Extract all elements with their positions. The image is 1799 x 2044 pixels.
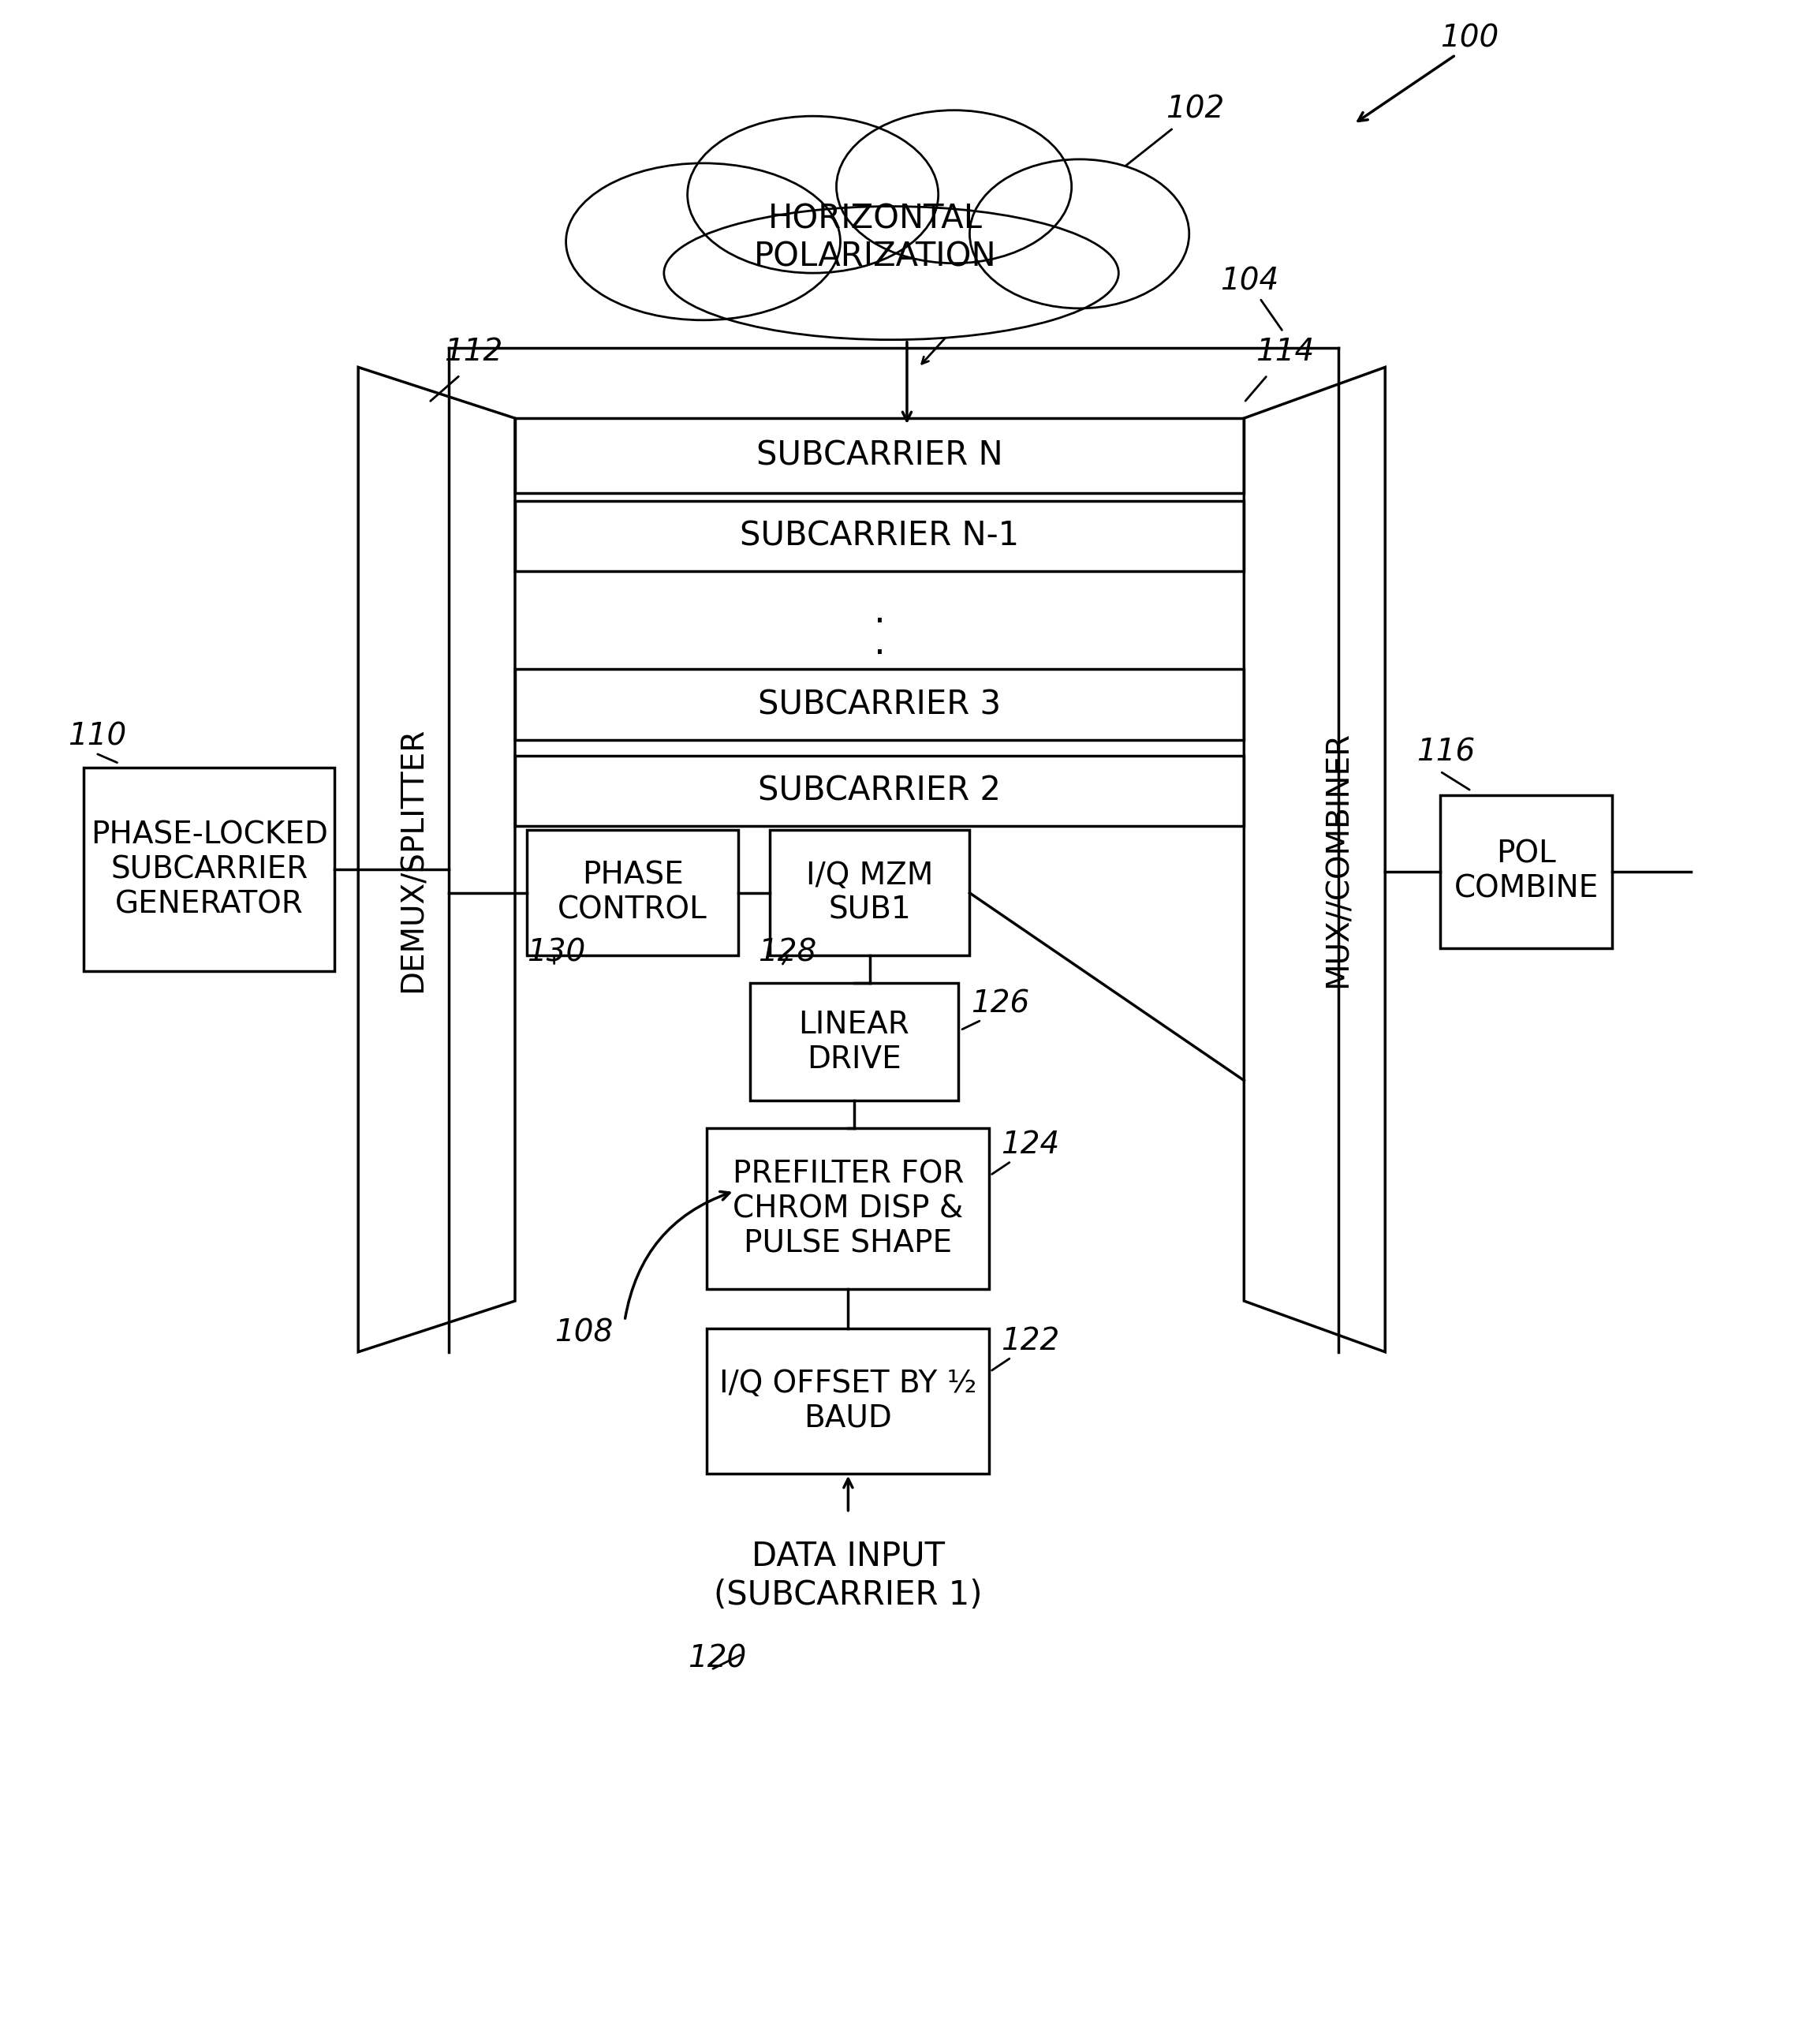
Text: LINEAR
DRIVE: LINEAR DRIVE <box>799 1010 910 1075</box>
Text: 120: 120 <box>687 1643 747 1674</box>
Text: SUBCARRIER 2: SUBCARRIER 2 <box>757 775 1000 807</box>
Text: DATA INPUT
(SUBCARRIER 1): DATA INPUT (SUBCARRIER 1) <box>714 1539 982 1611</box>
Text: SUBCARRIER 3: SUBCARRIER 3 <box>757 689 1000 722</box>
Text: 128: 128 <box>757 938 817 967</box>
Bar <box>707 1329 989 1474</box>
Text: 122: 122 <box>1000 1327 1060 1355</box>
Text: 108: 108 <box>554 1318 613 1349</box>
Text: 110: 110 <box>68 722 126 752</box>
Text: SUBCARRIER N-1: SUBCARRIER N-1 <box>739 519 1020 552</box>
Bar <box>85 766 335 971</box>
Text: HORIZONTAL
POLARIZATION: HORIZONTAL POLARIZATION <box>754 202 997 274</box>
Bar <box>515 419 1245 493</box>
Text: MUX//COMBINER: MUX//COMBINER <box>1322 732 1353 987</box>
Text: 116: 116 <box>1416 738 1475 766</box>
Bar <box>515 501 1245 570</box>
Text: 106: 106 <box>946 286 1004 317</box>
Text: .: . <box>874 625 885 662</box>
Ellipse shape <box>837 110 1072 264</box>
Text: 104: 104 <box>1220 266 1279 296</box>
Text: 102: 102 <box>1166 94 1223 125</box>
Bar <box>527 830 738 957</box>
Text: 114: 114 <box>1256 337 1315 368</box>
Bar <box>750 983 957 1102</box>
Text: I/Q MZM
SUB1: I/Q MZM SUB1 <box>806 861 934 926</box>
Text: PREFILTER FOR
CHROM DISP &
PULSE SHAPE: PREFILTER FOR CHROM DISP & PULSE SHAPE <box>732 1159 964 1259</box>
Bar <box>515 756 1245 826</box>
Text: PHASE
CONTROL: PHASE CONTROL <box>558 861 707 926</box>
Ellipse shape <box>970 159 1189 309</box>
Text: PHASE-LOCKED
SUBCARRIER
GENERATOR: PHASE-LOCKED SUBCARRIER GENERATOR <box>90 820 327 920</box>
Text: 130: 130 <box>527 938 585 967</box>
Ellipse shape <box>687 117 939 274</box>
Ellipse shape <box>567 164 840 321</box>
Text: 100: 100 <box>1439 22 1499 53</box>
Text: I/Q OFFSET BY ½
BAUD: I/Q OFFSET BY ½ BAUD <box>720 1369 977 1433</box>
Bar <box>1439 795 1612 948</box>
Bar <box>770 830 970 957</box>
Text: 112: 112 <box>444 337 504 368</box>
Text: .: . <box>874 595 885 630</box>
Text: DEMUX/SPLITTER: DEMUX/SPLITTER <box>398 728 428 991</box>
Text: SUBCARRIER N: SUBCARRIER N <box>756 439 1002 472</box>
Text: POL
COMBINE: POL COMBINE <box>1454 838 1599 903</box>
Bar <box>707 1128 989 1290</box>
Text: 124: 124 <box>1000 1130 1060 1159</box>
Ellipse shape <box>664 206 1119 339</box>
Bar <box>515 668 1245 740</box>
Text: 126: 126 <box>971 989 1029 1018</box>
